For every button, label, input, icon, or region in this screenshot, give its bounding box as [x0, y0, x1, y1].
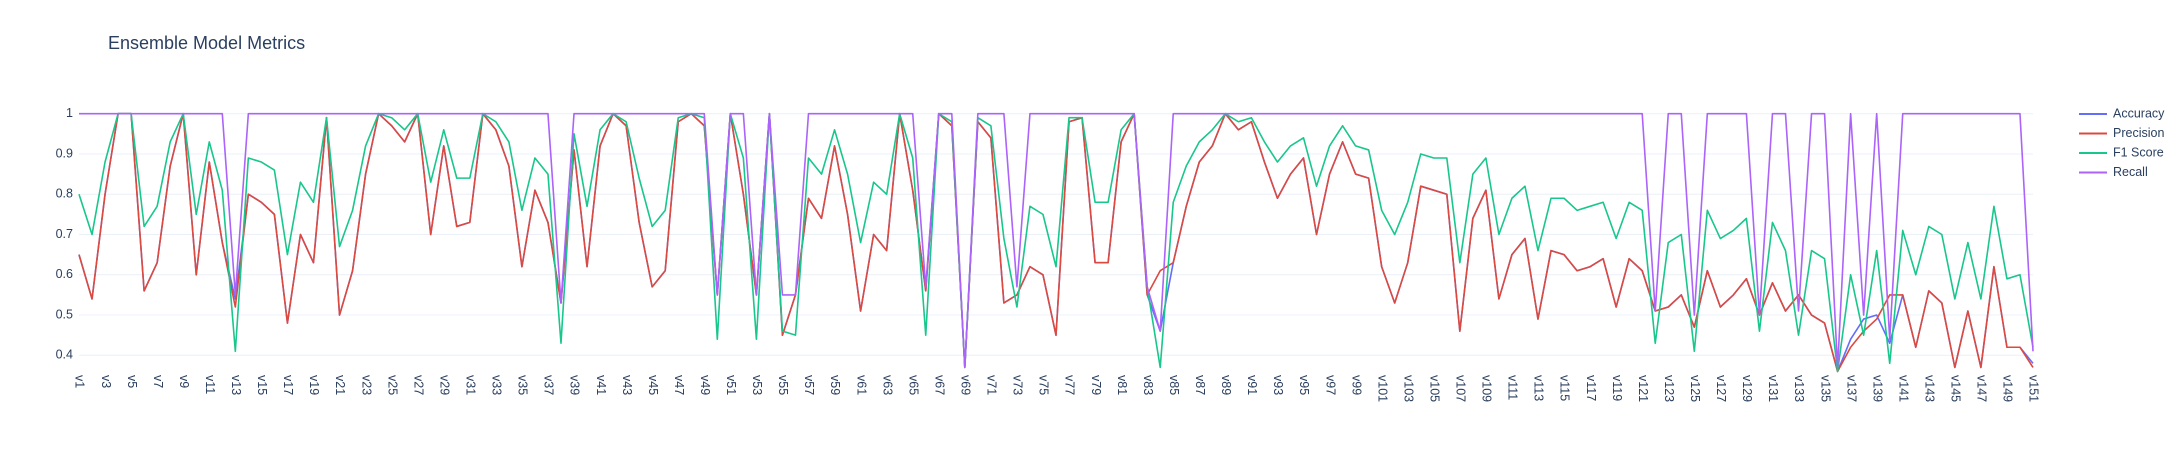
x-tick-label: v93 — [1271, 375, 1285, 395]
line-series — [78, 112, 2034, 373]
legend-label: Recall — [2113, 165, 2148, 179]
x-tick-label: v135 — [1818, 375, 1832, 402]
line-series — [79, 112, 2034, 369]
x-tick-label: v33 — [490, 375, 504, 395]
x-tick-label: v1 — [73, 375, 87, 388]
x-tick-label: v139 — [1870, 375, 1884, 402]
x-tick-label: v107 — [1454, 375, 1468, 402]
x-tick-label: v87 — [1193, 375, 1207, 395]
x-tick-label: v83 — [1141, 375, 1155, 395]
x-tick-label: v51 — [724, 375, 738, 395]
line-series — [78, 112, 2034, 373]
x-tick-label: v7 — [151, 375, 165, 388]
x-tick-label: v49 — [698, 375, 712, 395]
y-tick-label: 0.8 — [56, 187, 73, 201]
x-tick-label: v143 — [1922, 375, 1936, 402]
x-tick-label: v127 — [1714, 375, 1728, 402]
x-tick-label: v105 — [1427, 375, 1441, 402]
x-tick-label: v69 — [959, 375, 973, 395]
x-tick-label: v21 — [333, 375, 347, 395]
x-tick-label: v5 — [125, 375, 139, 388]
x-tick-label: v35 — [516, 375, 530, 395]
y-tick-label: 0.4 — [56, 348, 73, 362]
x-tick-label: v111 — [1506, 375, 1520, 400]
x-tick-label: v133 — [1792, 375, 1806, 402]
x-tick-label: v9 — [177, 375, 191, 388]
x-tick-label: v59 — [828, 375, 842, 395]
x-tick-label: v131 — [1766, 375, 1780, 402]
x-tick-label: v129 — [1740, 375, 1754, 402]
x-tick-label: v29 — [437, 375, 451, 395]
x-tick-label: v23 — [359, 375, 373, 395]
x-tick-label: v65 — [906, 375, 920, 395]
x-tick-label: v103 — [1401, 375, 1415, 402]
x-tick-label: v11 — [203, 375, 217, 394]
x-tick-label: v13 — [229, 375, 243, 395]
x-tick-label: v73 — [1011, 375, 1025, 395]
y-tick-label: 1 — [66, 106, 73, 120]
x-tick-label: v149 — [2001, 375, 2015, 402]
x-tick-label: v101 — [1375, 375, 1389, 402]
y-tick-label: 0.7 — [56, 227, 73, 241]
x-tick-label: v125 — [1688, 375, 1702, 402]
x-tick-label: v67 — [932, 375, 946, 395]
x-tick-label: v99 — [1349, 375, 1363, 395]
x-tick-label: v37 — [542, 375, 556, 395]
x-tick-label: v141 — [1896, 375, 1910, 402]
x-tick-label: v17 — [281, 375, 295, 395]
x-tick-label: v119 — [1610, 375, 1624, 401]
x-tick-label: v47 — [672, 375, 686, 395]
x-tick-label: v89 — [1219, 375, 1233, 395]
x-tick-label: v27 — [411, 375, 425, 395]
x-tick-label: v121 — [1636, 375, 1650, 402]
x-tick-label: v41 — [594, 375, 608, 395]
x-tick-label: v109 — [1480, 375, 1494, 402]
x-tick-label: v53 — [750, 375, 764, 395]
x-tick-label: v145 — [1949, 375, 1963, 402]
legend-label: Precision — [2113, 126, 2164, 140]
x-tick-label: v3 — [99, 375, 113, 388]
x-tick-label: v55 — [776, 375, 790, 395]
x-tick-label: v85 — [1167, 375, 1181, 395]
x-tick-label: v97 — [1323, 375, 1337, 395]
y-tick-label: 0.9 — [56, 146, 73, 160]
x-tick-label: v15 — [255, 375, 269, 395]
x-tick-label: v81 — [1115, 375, 1129, 395]
x-tick-label: v113 — [1532, 375, 1546, 401]
x-tick-label: v57 — [802, 375, 816, 395]
legend-label: F1 Score — [2113, 145, 2164, 159]
x-tick-label: v25 — [385, 375, 399, 395]
y-tick-label: 0.5 — [56, 307, 73, 321]
x-tick-label: v115 — [1558, 375, 1572, 401]
x-tick-label: v79 — [1089, 375, 1103, 395]
x-tick-label: v151 — [2027, 375, 2041, 402]
x-tick-label: v91 — [1245, 375, 1259, 395]
chart-title: Ensemble Model Metrics — [108, 33, 305, 53]
x-tick-label: v95 — [1297, 375, 1311, 395]
x-tick-label: v71 — [985, 375, 999, 395]
x-tick-label: v75 — [1037, 375, 1051, 395]
x-tick-label: v123 — [1662, 375, 1676, 402]
x-tick-label: v61 — [854, 375, 868, 395]
x-tick-label: v43 — [620, 375, 634, 395]
x-tick-label: v19 — [307, 375, 321, 395]
x-tick-label: v117 — [1584, 375, 1598, 401]
x-tick-label: v147 — [1975, 375, 1989, 402]
x-tick-label: v63 — [880, 375, 894, 395]
legend-label: Accuracy — [2113, 106, 2165, 120]
y-tick-label: 0.6 — [56, 267, 73, 281]
x-tick-label: v77 — [1063, 375, 1077, 395]
x-tick-label: v137 — [1844, 375, 1858, 402]
x-tick-label: v31 — [464, 375, 478, 395]
x-tick-label: v45 — [646, 375, 660, 395]
x-tick-label: v39 — [568, 375, 582, 395]
